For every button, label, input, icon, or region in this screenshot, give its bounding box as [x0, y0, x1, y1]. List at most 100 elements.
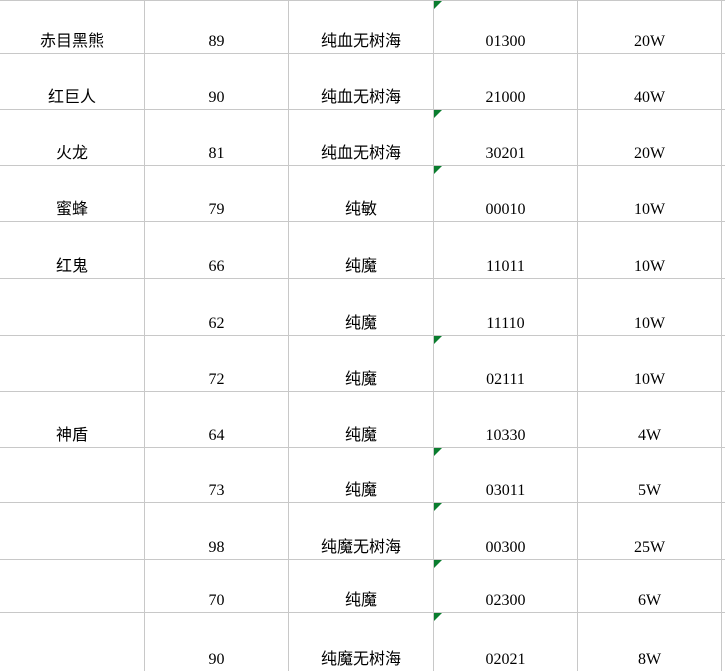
cell-price[interactable]: 20W [578, 110, 722, 166]
cell-price[interactable]: 6W [578, 560, 722, 613]
cell-name[interactable] [0, 613, 145, 671]
cell-type[interactable]: 纯魔 [289, 560, 434, 613]
cell-price[interactable]: 8W [578, 613, 722, 671]
cell-price[interactable]: 10W [578, 279, 722, 336]
cell-price[interactable]: 10W [578, 222, 722, 279]
grid-filler [722, 503, 725, 560]
cell-name[interactable] [0, 448, 145, 503]
cell-text: 72 [208, 371, 225, 388]
cell-price[interactable]: 40W [578, 54, 722, 110]
cell-level[interactable]: 66 [145, 222, 289, 279]
cell-text: 03011 [485, 482, 526, 499]
cell-type[interactable]: 纯魔 [289, 222, 434, 279]
cell-type[interactable]: 纯血无树海 [289, 110, 434, 166]
grid-filler [722, 279, 725, 336]
cell-text: 11011 [486, 258, 525, 275]
grid-filler [722, 110, 725, 166]
cell-text: 10W [633, 201, 666, 218]
cell-name[interactable]: 火龙 [0, 110, 145, 166]
cell-name[interactable]: 红鬼 [0, 222, 145, 279]
cell-text: 30201 [485, 145, 526, 162]
cell-level[interactable]: 79 [145, 166, 289, 222]
cell-text: 79 [208, 201, 225, 218]
cell-stats[interactable]: 02021 [434, 613, 578, 671]
cell-type[interactable]: 纯血无树海 [289, 1, 434, 54]
cell-text: 25W [633, 539, 666, 556]
cell-text: 火龙 [55, 145, 88, 162]
cell-price[interactable]: 20W [578, 1, 722, 54]
cell-stats[interactable]: 02111 [434, 336, 578, 392]
cell-name[interactable] [0, 336, 145, 392]
cell-name[interactable]: 蜜蜂 [0, 166, 145, 222]
cell-stats[interactable]: 00010 [434, 166, 578, 222]
cell-text: 纯血无树海 [320, 33, 401, 50]
cell-text: 纯魔 [344, 592, 377, 609]
cell-level[interactable]: 98 [145, 503, 289, 560]
cell-text: 02300 [485, 592, 526, 609]
cell-type[interactable]: 纯魔无树海 [289, 613, 434, 671]
cell-text: 赤目黑熊 [39, 33, 104, 50]
cell-type[interactable]: 纯魔无树海 [289, 503, 434, 560]
cell-price[interactable]: 5W [578, 448, 722, 503]
cell-type[interactable]: 纯敏 [289, 166, 434, 222]
cell-text: 纯魔 [344, 258, 377, 275]
cell-text: 11110 [486, 315, 525, 332]
cell-text: 6W [637, 592, 662, 609]
cell-level[interactable]: 81 [145, 110, 289, 166]
grid-filler [722, 54, 725, 110]
cell-price[interactable]: 10W [578, 336, 722, 392]
cell-level[interactable]: 90 [145, 54, 289, 110]
cell-text: 纯血无树海 [320, 89, 401, 106]
cell-text: 40W [633, 89, 666, 106]
cell-text: 89 [208, 33, 225, 50]
cell-text: 00010 [485, 201, 526, 218]
cell-type[interactable]: 纯魔 [289, 392, 434, 448]
cell-stats[interactable]: 11011 [434, 222, 578, 279]
green-triangle-indicator-icon [434, 166, 442, 174]
cell-name[interactable] [0, 560, 145, 613]
cell-text: 纯魔 [344, 482, 377, 499]
cell-text: 10W [633, 315, 666, 332]
cell-text: 20W [633, 33, 666, 50]
cell-stats[interactable]: 03011 [434, 448, 578, 503]
cell-level[interactable]: 70 [145, 560, 289, 613]
cell-name[interactable] [0, 279, 145, 336]
cell-name[interactable] [0, 503, 145, 560]
cell-level[interactable]: 90 [145, 613, 289, 671]
cell-name[interactable]: 神盾 [0, 392, 145, 448]
green-triangle-indicator-icon [434, 503, 442, 511]
cell-price[interactable]: 25W [578, 503, 722, 560]
cell-level[interactable]: 62 [145, 279, 289, 336]
cell-type[interactable]: 纯血无树海 [289, 54, 434, 110]
cell-stats[interactable]: 01300 [434, 1, 578, 54]
cell-level[interactable]: 64 [145, 392, 289, 448]
cell-stats[interactable]: 02300 [434, 560, 578, 613]
cell-price[interactable]: 10W [578, 166, 722, 222]
cell-text: 纯魔 [344, 427, 377, 444]
cell-level[interactable]: 72 [145, 336, 289, 392]
cell-text: 10W [633, 371, 666, 388]
green-triangle-indicator-icon [434, 110, 442, 118]
cell-text: 70 [208, 592, 225, 609]
cell-type[interactable]: 纯魔 [289, 448, 434, 503]
cell-name[interactable]: 赤目黑熊 [0, 1, 145, 54]
cell-text: 81 [208, 145, 225, 162]
cell-stats[interactable]: 00300 [434, 503, 578, 560]
cell-type[interactable]: 纯魔 [289, 279, 434, 336]
cell-text: 4W [637, 427, 662, 444]
green-triangle-indicator-icon [434, 448, 442, 456]
cell-text: 8W [637, 651, 662, 668]
grid-filler [722, 222, 725, 279]
cell-type[interactable]: 纯魔 [289, 336, 434, 392]
cell-text: 纯血无树海 [320, 145, 401, 162]
cell-level[interactable]: 73 [145, 448, 289, 503]
cell-price[interactable]: 4W [578, 392, 722, 448]
cell-stats[interactable]: 10330 [434, 392, 578, 448]
cell-name[interactable]: 红巨人 [0, 54, 145, 110]
cell-stats[interactable]: 30201 [434, 110, 578, 166]
cell-stats[interactable]: 21000 [434, 54, 578, 110]
cell-level[interactable]: 89 [145, 1, 289, 54]
cell-text: 10W [633, 258, 666, 275]
cell-stats[interactable]: 11110 [434, 279, 578, 336]
